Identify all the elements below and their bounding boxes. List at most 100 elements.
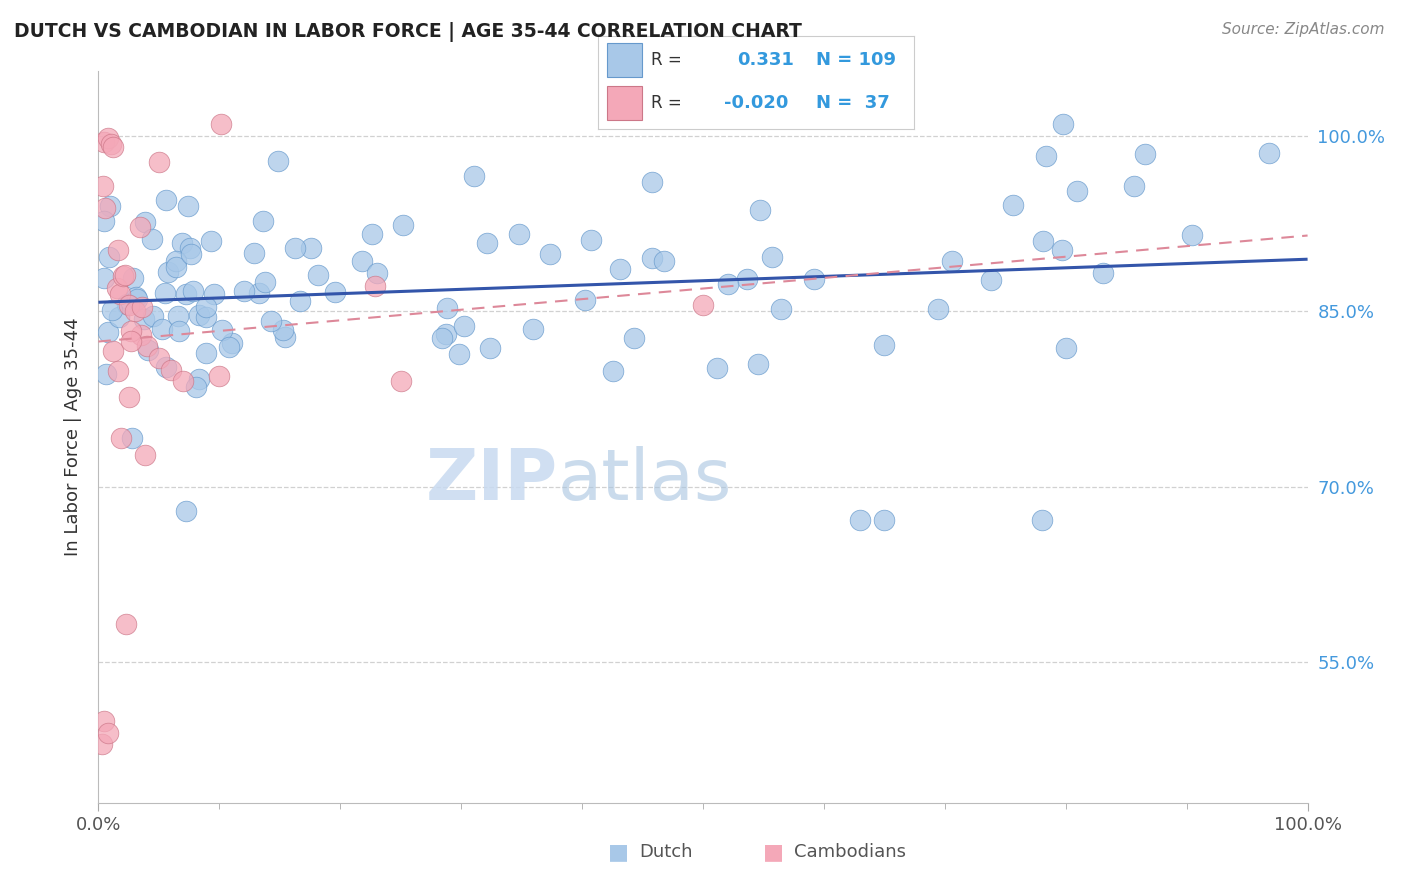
Point — [97, 725, 120, 739]
Point — [121, 431, 143, 445]
Point — [200, 235, 222, 249]
Point — [153, 285, 176, 300]
Point — [118, 298, 141, 312]
Point — [218, 340, 240, 354]
Point — [436, 301, 458, 315]
Point — [91, 178, 114, 193]
Text: 0.331: 0.331 — [737, 51, 793, 69]
Point — [602, 363, 624, 377]
Point — [221, 336, 243, 351]
Point — [100, 136, 122, 151]
Point — [93, 214, 115, 228]
Point — [172, 235, 194, 250]
Point — [114, 617, 136, 632]
Point — [271, 323, 294, 337]
Point — [508, 227, 530, 241]
Point — [352, 254, 374, 268]
Point — [134, 448, 156, 462]
Point — [1052, 117, 1074, 131]
Point — [364, 279, 387, 293]
Text: Dutch: Dutch — [640, 843, 693, 861]
Point — [167, 310, 190, 324]
Point — [181, 284, 204, 298]
Point — [436, 327, 458, 342]
Point — [172, 375, 194, 389]
Point — [132, 312, 155, 326]
Point — [252, 214, 274, 228]
Point — [1054, 341, 1077, 355]
Point — [247, 285, 270, 300]
Point — [148, 351, 170, 365]
Point — [538, 247, 561, 261]
Point — [803, 272, 825, 286]
Point — [475, 235, 498, 250]
Point — [136, 343, 159, 357]
Point — [849, 512, 872, 526]
Point — [114, 268, 136, 282]
Point — [108, 310, 131, 324]
Point — [156, 265, 179, 279]
Point — [392, 218, 415, 232]
Point — [91, 737, 114, 751]
Point — [522, 321, 544, 335]
Point — [389, 375, 412, 389]
Text: ■: ■ — [609, 842, 628, 862]
Point — [111, 269, 134, 284]
Point — [155, 193, 177, 207]
Text: DUTCH VS CAMBODIAN IN LABOR FORCE | AGE 35-44 CORRELATION CHART: DUTCH VS CAMBODIAN IN LABOR FORCE | AGE … — [14, 22, 801, 42]
Point — [1257, 146, 1279, 161]
Point — [209, 117, 232, 131]
Point — [260, 314, 283, 328]
Point — [1052, 243, 1074, 257]
Point — [150, 322, 173, 336]
Point — [453, 318, 475, 333]
Point — [747, 357, 769, 371]
Point — [202, 286, 225, 301]
Point — [194, 310, 217, 324]
Point — [749, 203, 772, 218]
Point — [107, 243, 129, 257]
Point — [131, 300, 153, 314]
Point — [623, 331, 645, 345]
Point — [706, 360, 728, 375]
Point — [134, 215, 156, 229]
Point — [641, 252, 664, 266]
Point — [692, 298, 714, 312]
Point — [1133, 146, 1156, 161]
Point — [579, 233, 602, 247]
Point — [110, 431, 132, 445]
Point — [274, 330, 297, 344]
Point — [103, 344, 125, 359]
Point — [94, 201, 117, 215]
Point — [194, 345, 217, 359]
Point — [307, 268, 329, 282]
Point — [254, 275, 277, 289]
Point — [124, 304, 146, 318]
Point — [267, 153, 290, 168]
Point — [165, 254, 187, 268]
Text: Source: ZipAtlas.com: Source: ZipAtlas.com — [1222, 22, 1385, 37]
Point — [299, 241, 322, 255]
Point — [135, 339, 157, 353]
Text: R =: R = — [651, 95, 682, 112]
Point — [641, 175, 664, 189]
Point — [1092, 266, 1115, 280]
Point — [180, 246, 202, 260]
Point — [366, 266, 388, 280]
Point — [101, 302, 124, 317]
Point — [98, 250, 121, 264]
Point — [1123, 179, 1146, 194]
Point — [117, 390, 139, 404]
Point — [609, 261, 631, 276]
Point — [1001, 198, 1024, 212]
Point — [174, 287, 197, 301]
Point — [1066, 184, 1088, 198]
Point — [120, 324, 142, 338]
Point — [873, 512, 896, 526]
Point — [243, 246, 266, 260]
Point — [463, 169, 485, 184]
Point — [652, 253, 675, 268]
Point — [96, 368, 118, 382]
Point — [208, 368, 231, 383]
Point — [141, 232, 163, 246]
